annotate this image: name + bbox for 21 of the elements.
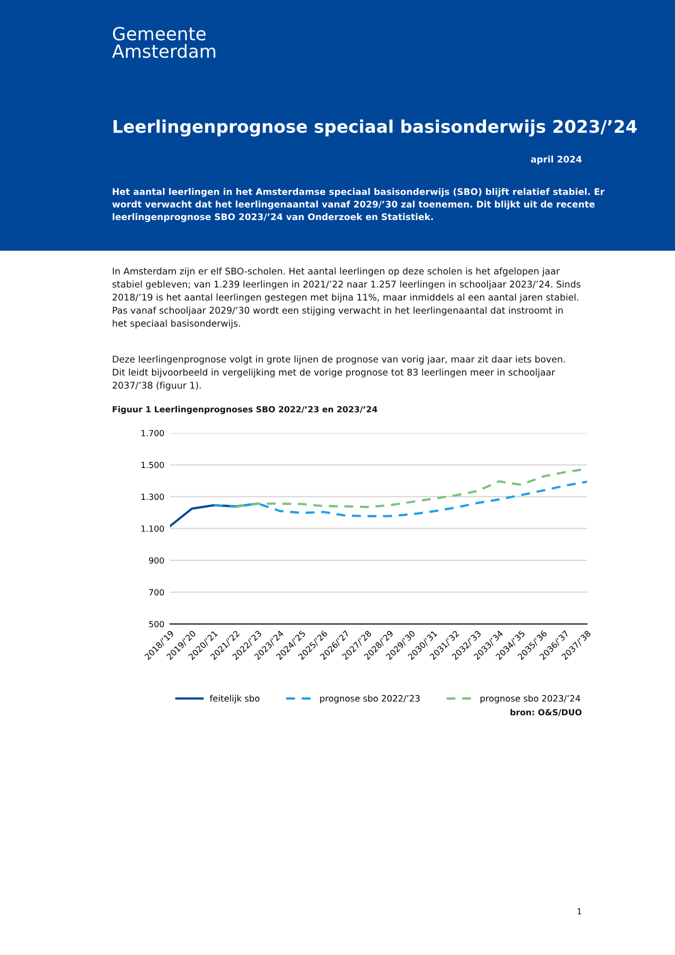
legend-label: prognose sbo 2022/’23 bbox=[320, 694, 420, 704]
text: In Amsterdam zijn er elf SBO-scholen. Het aantal leerlingen op deze scholen is het afgelopen jaar stabiel gebleven; van 1.239 leerlingen in 2021/’22 naar 1.257 leerlingen in schooljaar 2023/’24. Sinds 2018/’19 is het aantal leerlingen gestegen met bijna 11%, maar inmiddels al een aantal jaren stabiel. Pas vanaf schooljaar 2029/’30 wordt een stijging verwacht in het leerlingenaantal dat instroomt in het speciaal basisonderwijs. bbox=[112, 267, 580, 329]
text: Het aantal leerlingen in het Amsterdamse speciaal basisonderwijs (SBO) blijft relatief stabiel. Er wordt verwacht dat het leerlingenaantal vanaf 2029/’30 zal toenemen. Dit blijkt uit de recente leerlingenprognose SBO 2023/’24 van Onderzoek en Statistiek. bbox=[112, 188, 604, 222]
y-tick-label: 1.700 bbox=[142, 430, 164, 436]
legend-label: prognose sbo 2023/’24 bbox=[480, 694, 580, 704]
y-tick-label: 1.300 bbox=[142, 494, 164, 500]
y-tick-label: 900 bbox=[149, 557, 164, 564]
chart-subtitle: april 2024 bbox=[530, 156, 582, 164]
y-tick-label: 700 bbox=[149, 589, 164, 596]
legend-label: feitelijk sbo bbox=[210, 694, 260, 704]
y-tick-label: 500 bbox=[149, 620, 164, 628]
chart-title: Leerlingenprognose speciaal basisonderwijs 2023/’24 bbox=[114, 120, 637, 136]
text: Deze leerlingenprognose volgt in grote lijnen de prognose van vorig jaar, maar zit daar iets boven. Dit leidt bijvoorbeeld in vergelijking met de vorige prognose tot 83 leerlingen meer in schooljaar 2037/’38 (figuur 1). bbox=[112, 356, 565, 390]
text: Figuur 1 Leerlingenprognoses SBO 2022/’23 en 2023/’24 bbox=[112, 406, 378, 414]
text: 1 bbox=[578, 908, 582, 914]
y-tick-label: 1.100 bbox=[142, 525, 164, 532]
line-series bbox=[212, 480, 587, 518]
text: Gemeente Amsterdam bbox=[112, 26, 216, 58]
y-tick-label: 1.500 bbox=[142, 462, 164, 468]
text: bron: O&S/DUO bbox=[510, 708, 582, 716]
line-series bbox=[170, 502, 259, 528]
